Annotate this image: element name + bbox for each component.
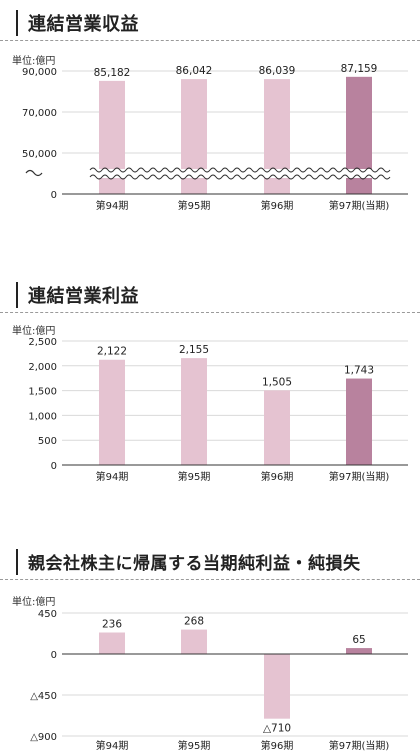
y-tick-label: 1,500 xyxy=(28,387,57,398)
bar xyxy=(346,378,372,465)
category-label: 第97期(当期) xyxy=(329,470,390,483)
axis-break-mark xyxy=(25,169,43,177)
chart-title: 連結営業収益 xyxy=(28,14,139,35)
category-label: 第95期 xyxy=(178,199,211,212)
y-tick-label: 0 xyxy=(51,461,57,472)
chart-title: 親会社株主に帰属する当期純利益・純損失 xyxy=(28,554,361,574)
unit-label: 単位:億円 xyxy=(12,56,56,67)
y-tick-label: 450 xyxy=(38,609,57,620)
bar xyxy=(264,390,290,465)
bar xyxy=(181,629,207,654)
data-label: 65 xyxy=(352,634,365,646)
operating-income-chart: 0 500 1,000 1,500 2,000 2,500 2,122 第94期 2,155 第9… xyxy=(28,337,408,483)
category-label: 第96期 xyxy=(261,470,294,483)
data-label: 86,042 xyxy=(176,65,213,77)
data-label: 1,743 xyxy=(344,365,374,377)
data-label: 87,159 xyxy=(341,63,378,75)
bar xyxy=(99,359,125,465)
y-tick-label: 90,000 xyxy=(22,67,57,78)
section-header: 連結営業収益 xyxy=(0,4,420,41)
y-tick-label: 2,500 xyxy=(28,337,57,348)
data-label: △710 xyxy=(263,723,291,735)
unit-label: 単位:億円 xyxy=(12,597,56,608)
section-header: 親会社株主に帰属する当期純利益・純損失 xyxy=(0,543,420,580)
header-accent-bar xyxy=(16,282,18,308)
data-label: 236 xyxy=(102,618,122,630)
category-label: 第97期(当期) xyxy=(329,739,390,752)
y-tick-label: △450 xyxy=(30,691,57,702)
header-accent-bar xyxy=(16,10,18,36)
y-tick-label: △900 xyxy=(30,732,57,743)
axis-break-wave xyxy=(89,167,391,173)
category-label: 第96期 xyxy=(261,199,294,212)
section-header: 連結営業利益 xyxy=(0,276,420,313)
category-label: 第94期 xyxy=(96,199,129,212)
header-accent-bar xyxy=(16,549,18,575)
y-tick-label: 0 xyxy=(51,650,57,661)
data-label: 1,505 xyxy=(262,376,292,388)
category-label: 第95期 xyxy=(178,739,211,752)
y-tick-label: 50,000 xyxy=(22,149,57,160)
y-tick-label: 70,000 xyxy=(22,108,57,119)
data-label: 268 xyxy=(184,616,204,628)
y-tick-label: 500 xyxy=(38,436,57,447)
category-label: 第97期(当期) xyxy=(329,199,390,212)
bar xyxy=(264,654,290,719)
operating-revenue-chart: 0 50,000 70,000 90,000 85,182 第94期 86,042 第95期 8… xyxy=(22,63,408,212)
chart-title: 連結営業利益 xyxy=(28,286,139,307)
category-label: 第94期 xyxy=(96,470,129,483)
data-label: 85,182 xyxy=(94,67,131,79)
y-tick-label: 1,000 xyxy=(28,411,57,422)
axis-break-wave xyxy=(89,174,391,180)
category-label: 第96期 xyxy=(261,739,294,752)
category-label: 第95期 xyxy=(178,470,211,483)
y-tick-label: 2,000 xyxy=(28,362,57,373)
y-tick-label: 0 xyxy=(51,190,57,201)
category-label: 第94期 xyxy=(96,739,129,752)
data-label: 2,155 xyxy=(179,344,209,356)
axis-break-gap xyxy=(88,169,384,178)
data-label: 86,039 xyxy=(259,65,296,77)
data-label: 2,122 xyxy=(97,346,127,358)
bar xyxy=(346,648,372,654)
unit-label: 単位:億円 xyxy=(12,326,56,337)
bar xyxy=(99,632,125,654)
bar xyxy=(181,358,207,465)
